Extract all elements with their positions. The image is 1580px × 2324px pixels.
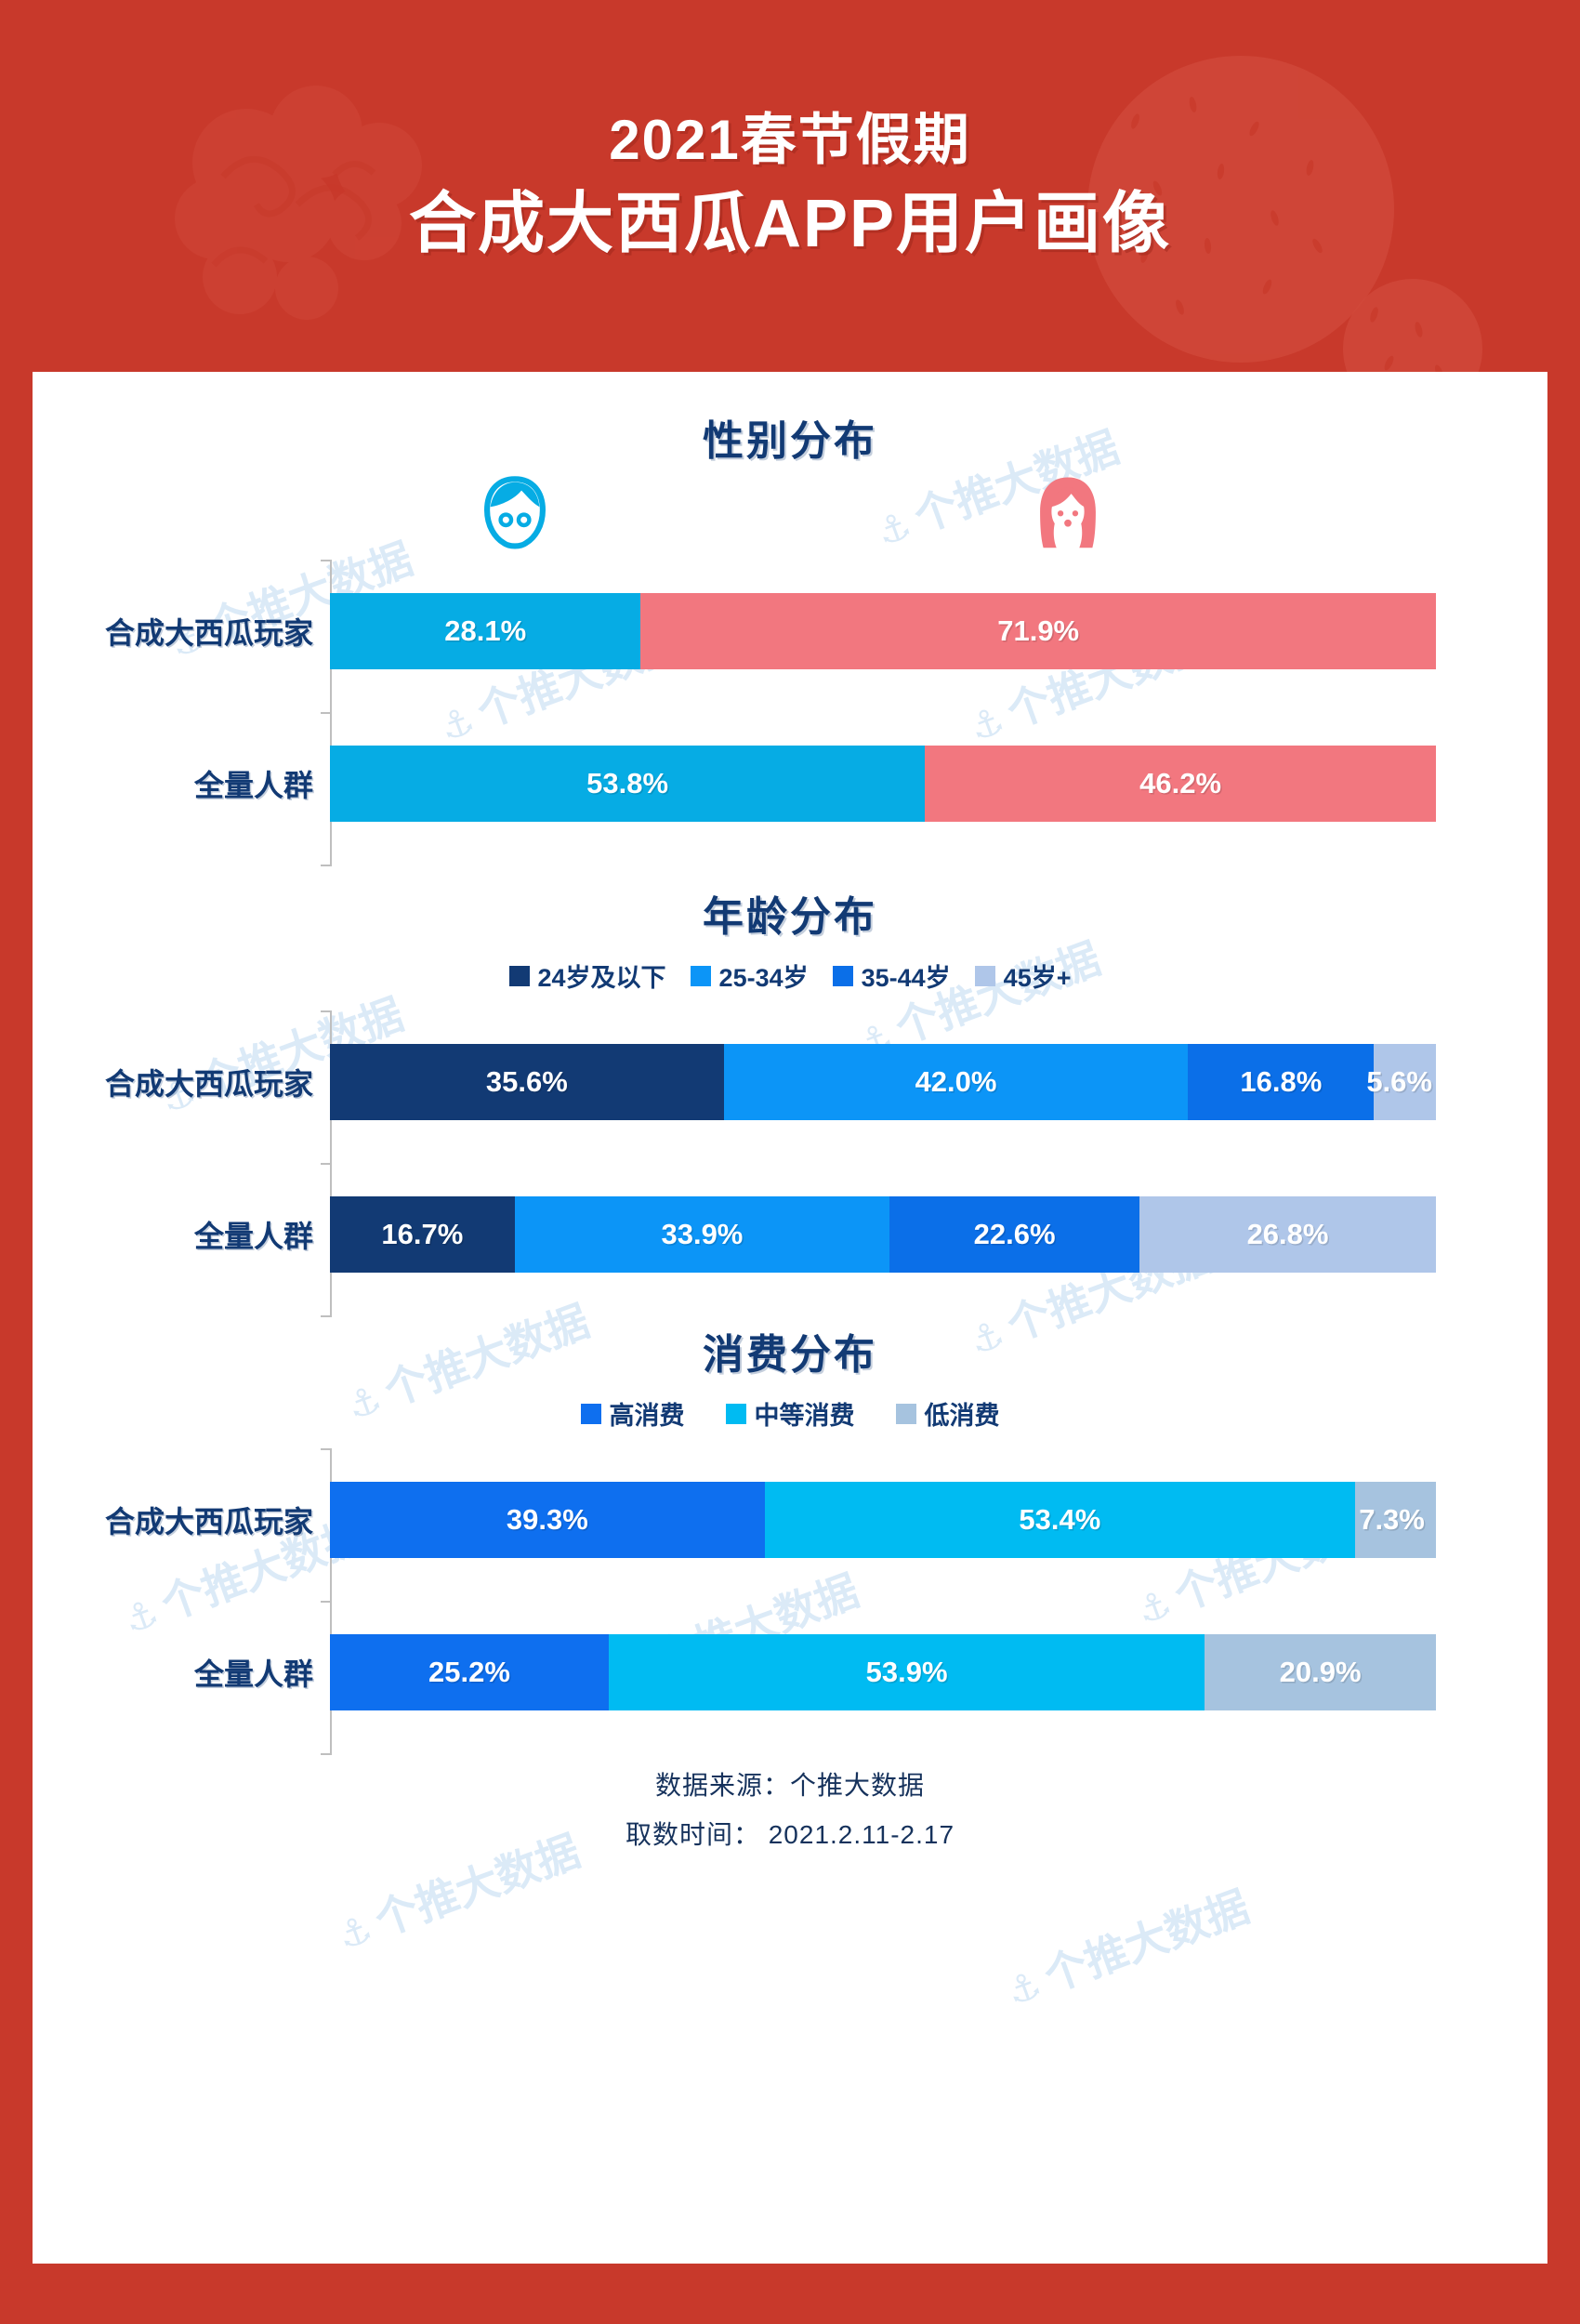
legend-item-cons-3: 低消费: [895, 1395, 1000, 1432]
age-axis: [330, 1010, 332, 1317]
consumption-row-players: 合成大西瓜玩家 39.3% 53.4% 7.3%: [105, 1448, 1436, 1558]
bar-segment-age-4: 26.8%: [1139, 1196, 1436, 1273]
legend-item-cons-2: 中等消费: [725, 1395, 855, 1432]
legend-label: 25-34岁: [718, 964, 809, 992]
legend-swatch-icon: [832, 965, 853, 986]
age-section-title: 年龄分布: [703, 894, 877, 940]
bar-segment-female: 71.9%: [640, 593, 1436, 669]
row-label: 合成大西瓜玩家: [104, 1505, 313, 1538]
bar-segment-cons-2: 53.9%: [608, 1634, 1205, 1710]
consumption-chart: 合成大西瓜玩家 39.3% 53.4% 7.3% 全量人群 25.2% 53.9…: [105, 1448, 1436, 1755]
data-period-text: 取数时间： 2021.2.11-2.17: [625, 1820, 955, 1850]
legend-swatch-icon: [725, 1403, 746, 1424]
page-header: 2021春节假期 合成大西瓜APP用户画像: [0, 0, 1580, 261]
bar-segment-cons-3: 20.9%: [1205, 1634, 1436, 1710]
age-row-overall: 全量人群 16.7% 33.9% 22.6% 26.8%: [194, 1120, 1436, 1273]
row-label: 合成大西瓜玩家: [104, 616, 313, 650]
content-card: ⚓个推大数据 ⚓个推大数据 ⚓个推大数据 ⚓个推大数据 ⚓个推大数据 ⚓个推大数…: [33, 372, 1547, 2264]
legend-item-age-1: 24岁及以下: [508, 957, 666, 994]
legend-swatch-icon: [580, 1403, 601, 1424]
bar-segment-cons-1: 25.2%: [330, 1634, 609, 1710]
stacked-bar: 53.8% 46.2%: [330, 746, 1436, 822]
bar-segment-age-4: 5.6%: [1366, 1044, 1436, 1120]
bar-segment-age-1: 35.6%: [330, 1044, 724, 1120]
bar-segment-age-2: 42.0%: [723, 1044, 1189, 1120]
consumption-section-title: 消费分布: [703, 1332, 877, 1378]
footer: 数据来源：个推大数据 取数时间： 2021.2.11-2.17: [33, 1761, 1547, 1859]
watermark: ⚓个推大数据: [1001, 1882, 1256, 2014]
gender-row-overall: 全量人群 53.8% 46.2%: [194, 669, 1436, 822]
legend-swatch-icon: [974, 965, 995, 986]
bar-segment-cons-1: 39.3%: [330, 1482, 765, 1558]
gender-icon-row: [33, 474, 1547, 560]
bar-segment-age-1: 16.7%: [330, 1196, 515, 1273]
legend-label: 35-44岁: [861, 964, 951, 992]
stacked-bar: 35.6% 42.0% 16.8% 5.6%: [330, 1044, 1436, 1120]
title-line-2: 合成大西瓜APP用户画像: [408, 187, 1172, 261]
legend-item-cons-1: 高消费: [580, 1395, 685, 1432]
bar-segment-cons-3: 7.3%: [1355, 1482, 1436, 1558]
age-chart: 合成大西瓜玩家 35.6% 42.0% 16.8% 5.6% 全量人群 16.7…: [105, 1010, 1436, 1317]
legend-label: 低消费: [924, 1402, 1000, 1430]
stacked-bar: 25.2% 53.9% 20.9%: [330, 1634, 1436, 1710]
legend-swatch-icon: [508, 965, 530, 986]
consumption-row-overall: 全量人群 25.2% 53.9% 20.9%: [194, 1558, 1436, 1710]
consumption-axis: [330, 1448, 332, 1755]
gender-chart: 合成大西瓜玩家 28.1% 71.9% 全量人群 53.8% 46.2%: [105, 560, 1436, 866]
legend-label: 中等消费: [754, 1402, 855, 1430]
legend-label: 45岁+: [1003, 964, 1072, 992]
legend-item-age-2: 25-34岁: [690, 957, 809, 994]
row-label: 全量人群: [193, 1220, 313, 1253]
legend-item-age-3: 35-44岁: [832, 957, 951, 994]
bar-segment-male: 53.8%: [330, 746, 926, 822]
consumption-legend: 高消费 中等消费 低消费: [33, 1395, 1547, 1432]
age-row-players: 合成大西瓜玩家 35.6% 42.0% 16.8% 5.6%: [105, 1010, 1436, 1120]
bar-segment-age-3: 16.8%: [1188, 1044, 1375, 1120]
bar-segment-male: 28.1%: [330, 593, 641, 669]
female-avatar-icon: [1040, 477, 1096, 548]
title-line-1: 2021春节假期: [609, 109, 971, 171]
bar-segment-age-3: 22.6%: [889, 1196, 1140, 1273]
legend-label: 高消费: [609, 1402, 685, 1430]
stacked-bar: 39.3% 53.4% 7.3%: [330, 1482, 1436, 1558]
legend-item-age-4: 45岁+: [974, 957, 1072, 994]
bar-segment-female: 46.2%: [925, 746, 1436, 822]
data-source-text: 数据来源：个推大数据: [654, 1771, 925, 1800]
legend-swatch-icon: [895, 1403, 916, 1424]
row-label: 全量人群: [193, 1657, 313, 1691]
bar-segment-age-2: 33.9%: [514, 1196, 890, 1273]
gender-section-title: 性别分布: [703, 418, 877, 464]
male-avatar-icon: [483, 476, 546, 549]
bar-segment-cons-2: 53.4%: [764, 1482, 1356, 1558]
legend-swatch-icon: [690, 965, 711, 986]
gender-row-players: 合成大西瓜玩家 28.1% 71.9%: [105, 560, 1436, 669]
gender-axis: [330, 560, 332, 866]
stacked-bar: 28.1% 71.9%: [330, 593, 1436, 669]
row-label: 全量人群: [193, 769, 313, 802]
stacked-bar: 16.7% 33.9% 22.6% 26.8%: [330, 1196, 1436, 1273]
row-label: 合成大西瓜玩家: [104, 1067, 313, 1101]
age-legend: 24岁及以下 25-34岁 35-44岁 45岁+: [33, 957, 1547, 994]
legend-label: 24岁及以下: [537, 964, 666, 992]
